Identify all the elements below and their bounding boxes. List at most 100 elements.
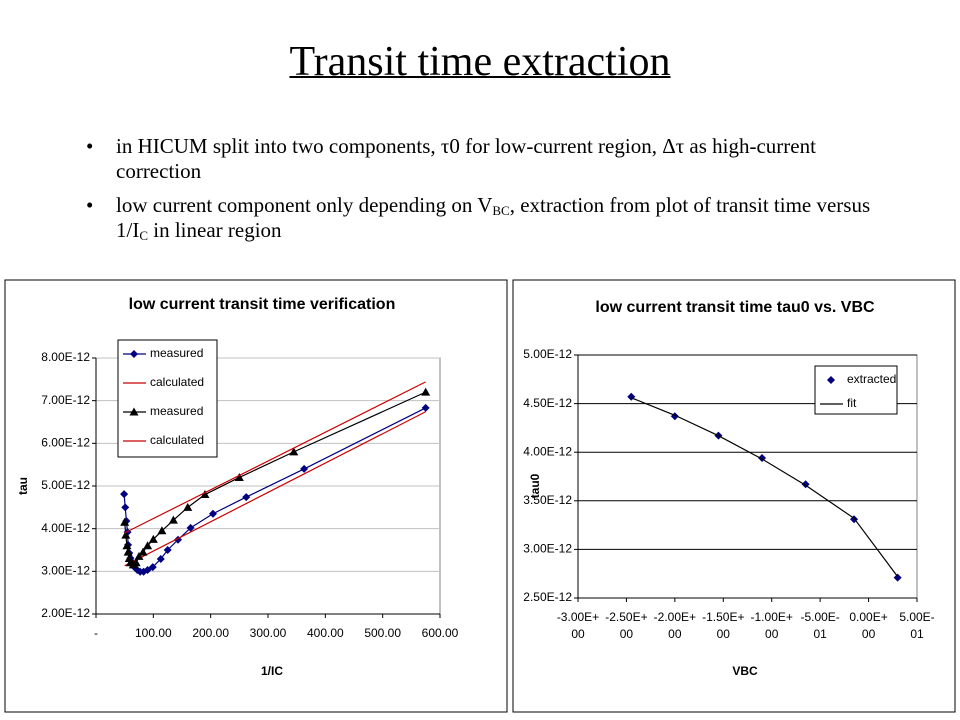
subscript: C bbox=[139, 228, 148, 243]
subscript: BC bbox=[492, 203, 510, 218]
data-point bbox=[168, 515, 178, 524]
x-axis-title: 1/IC bbox=[261, 664, 283, 678]
y-tick-label: 3.00E-12 bbox=[523, 542, 572, 556]
x-tick-label-part: 00 bbox=[620, 627, 634, 641]
x-tick-label-part: -3.00E+ bbox=[557, 610, 599, 624]
x-tick-label: -2.50E+ 00 bbox=[605, 610, 647, 641]
chart-title: low current transit time tau0 vs. VBC bbox=[595, 299, 875, 316]
data-point bbox=[120, 490, 129, 499]
data-point bbox=[143, 541, 153, 550]
legend-marker bbox=[827, 376, 835, 384]
x-tick-label-part: 5.00E- bbox=[899, 610, 934, 624]
x-tick-label-part: 00 bbox=[668, 627, 682, 641]
data-point bbox=[200, 490, 210, 499]
series-line bbox=[631, 397, 899, 577]
x-tick-label-part: 00 bbox=[717, 627, 731, 641]
bullet-text: , extraction from plot of transit time v… bbox=[116, 193, 871, 242]
bullet-list: in HICUM split into two components, τ0 f… bbox=[86, 134, 906, 252]
bullet-text: in linear region bbox=[148, 218, 282, 242]
data-point bbox=[163, 546, 172, 554]
bullet-text: in HICUM split into two components, τ0 f… bbox=[116, 134, 816, 183]
data-point bbox=[134, 551, 144, 560]
x-tick-label: 400.00 bbox=[307, 626, 344, 640]
x-tick-label: -2.00E+ 00 bbox=[654, 610, 696, 641]
y-tick-label: 7.00E-12 bbox=[41, 393, 90, 407]
legend-label: extracted bbox=[847, 372, 896, 386]
x-tick-label: 0.00E+ 00 bbox=[849, 610, 887, 641]
data-point bbox=[124, 554, 134, 563]
chart-title: low current transit time verification bbox=[129, 296, 396, 313]
series-line bbox=[124, 411, 426, 567]
legend-label: measured bbox=[150, 346, 203, 360]
legend-label: fit bbox=[847, 396, 857, 410]
data-point bbox=[121, 530, 131, 539]
data-point bbox=[183, 502, 193, 511]
data-point bbox=[148, 534, 158, 543]
x-tick-label-part: 00 bbox=[862, 627, 876, 641]
y-tick-label: 4.00E-12 bbox=[41, 521, 90, 535]
x-tick-label-part: -2.50E+ bbox=[605, 610, 647, 624]
y-tick-label: 5.00E-12 bbox=[41, 478, 90, 492]
legend-label: calculated bbox=[150, 433, 204, 447]
y-tick-label: 6.00E-12 bbox=[41, 436, 90, 450]
data-point bbox=[131, 558, 141, 567]
x-axis-title: VBC bbox=[732, 664, 758, 678]
data-point bbox=[421, 403, 430, 412]
y-tick-label: 3.50E-12 bbox=[523, 493, 572, 507]
y-tick-label: 2.50E-12 bbox=[523, 590, 572, 604]
legend-marker bbox=[129, 407, 139, 416]
legend-box bbox=[814, 365, 898, 415]
data-point bbox=[121, 503, 130, 512]
series-line bbox=[124, 381, 426, 534]
x-tick-label: -3.00E+ 00 bbox=[557, 610, 599, 641]
x-tick-label: - bbox=[94, 626, 98, 640]
legend-marker bbox=[130, 350, 138, 358]
x-tick-label: 500.00 bbox=[364, 626, 401, 640]
x-tick-label-part: 01 bbox=[813, 627, 827, 641]
x-tick-label: -5.00E- 01 bbox=[800, 610, 839, 641]
bullet: low current component only depending on … bbox=[86, 193, 906, 243]
data-point bbox=[143, 566, 152, 575]
data-point bbox=[123, 547, 133, 556]
x-tick-label-part: 00 bbox=[571, 627, 585, 641]
data-point bbox=[893, 573, 902, 582]
legend-box bbox=[117, 339, 218, 458]
legend-label: measured bbox=[150, 404, 203, 418]
data-point bbox=[421, 387, 431, 396]
x-tick-label: -1.50E+ 00 bbox=[702, 610, 744, 641]
legend-label: calculated bbox=[150, 375, 204, 389]
y-tick-label: 2.00E-12 bbox=[41, 606, 90, 620]
data-point bbox=[157, 526, 167, 535]
x-tick-label: 600.00 bbox=[422, 626, 459, 640]
x-tick-label-part: 00 bbox=[765, 627, 779, 641]
data-point bbox=[234, 472, 244, 481]
data-point bbox=[120, 517, 130, 526]
x-tick-label-part: -1.50E+ bbox=[702, 610, 744, 624]
data-point bbox=[148, 563, 157, 572]
y-axis-title: tau0 bbox=[528, 473, 542, 498]
x-tick-label: 300.00 bbox=[250, 626, 287, 640]
x-tick-label-part: 0.00E+ bbox=[849, 610, 887, 624]
data-point bbox=[208, 509, 217, 518]
data-point bbox=[289, 447, 299, 456]
data-point bbox=[242, 493, 251, 502]
slide-title: Transit time extraction bbox=[289, 39, 671, 85]
data-point bbox=[156, 554, 165, 563]
x-tick-label-part: -5.00E- bbox=[800, 610, 839, 624]
data-point bbox=[300, 464, 309, 473]
y-tick-label: 4.00E-12 bbox=[523, 444, 572, 458]
y-tick-label: 3.00E-12 bbox=[41, 564, 90, 578]
x-tick-label-part: -1.00E+ bbox=[751, 610, 793, 624]
x-tick-label: -1.00E+ 00 bbox=[751, 610, 793, 641]
data-point bbox=[138, 547, 148, 556]
x-tick-label-part: 01 bbox=[910, 627, 924, 641]
y-axis-title: tau bbox=[16, 477, 30, 495]
bullet: in HICUM split into two components, τ0 f… bbox=[86, 134, 906, 184]
x-tick-label: 5.00E- 01 bbox=[899, 610, 934, 641]
x-tick-label-part: -2.00E+ bbox=[654, 610, 696, 624]
x-tick-label: 200.00 bbox=[192, 626, 229, 640]
y-tick-label: 5.00E-12 bbox=[523, 347, 572, 361]
bullet-text: low current component only depending on … bbox=[116, 193, 493, 217]
